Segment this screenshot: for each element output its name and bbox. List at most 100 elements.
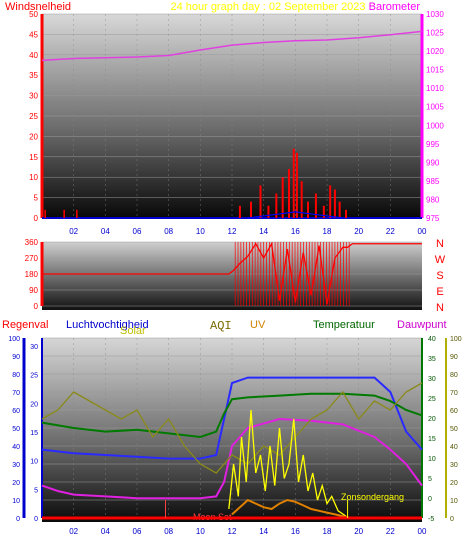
- x-tick-label: 22: [386, 227, 395, 236]
- rain-tick-label: 0: [16, 516, 20, 523]
- aqi-tick-label: 90: [450, 354, 458, 361]
- x-tick-label: 08: [164, 227, 173, 236]
- temperature-tick-label: -5: [428, 516, 434, 523]
- barometer-tick-label: 990: [426, 158, 440, 167]
- x-tick-label: 18: [323, 527, 332, 536]
- chart-title: 24 hour graph day : 02 September 2023: [170, 1, 365, 13]
- aqi-tick-label: 100: [450, 336, 462, 343]
- wind-gust-line: [247, 211, 343, 219]
- x-tick-label: 08: [164, 527, 173, 536]
- temperature-line: [41, 392, 423, 439]
- temperature-tick-label: 0: [428, 496, 432, 503]
- barometer-tick-label: 980: [426, 195, 440, 204]
- x-tick-label: 04: [101, 527, 110, 536]
- wind-tick-label: 10: [29, 173, 38, 182]
- legend-aqi: AQI: [210, 319, 232, 333]
- wind-tick-label: 35: [29, 71, 38, 80]
- temperature-tick-label: 20: [428, 416, 436, 423]
- annotation-sunset: Zonsondergang: [341, 492, 404, 502]
- rain-tick-label: 50: [12, 426, 20, 433]
- temperature-tick-label: 10: [428, 456, 436, 463]
- x-tick-label: 20: [354, 527, 363, 536]
- aqi-tick-label: 10: [450, 498, 458, 505]
- barometer-tick-label: 1010: [426, 84, 444, 93]
- aqi-tick-label: 60: [450, 408, 458, 415]
- x-tick-label: 12: [228, 527, 237, 536]
- aqi-tick-label: 70: [450, 390, 458, 397]
- direction-tick-label: 0: [34, 302, 39, 311]
- temperature-tick-label: 35: [428, 356, 436, 363]
- wind-direction-line: [42, 241, 422, 305]
- wind-axis-title: Windsnelheid: [5, 1, 71, 13]
- temperature-tick-label: 40: [428, 336, 436, 343]
- direction-tick-label: 180: [25, 270, 39, 279]
- legend-solar: Solar: [120, 325, 146, 337]
- wind-tick-label: 5: [34, 194, 39, 203]
- wind-tick-label: 25: [29, 112, 38, 121]
- humidity-tick-label: 0: [34, 516, 38, 523]
- x-tick-label: 02: [69, 227, 78, 236]
- rain-tick-label: 80: [12, 372, 20, 379]
- wind-tick-label: 40: [29, 51, 38, 60]
- legend-dewpoint: Dauwpunt: [397, 319, 447, 331]
- rain-tick-label: 30: [12, 462, 20, 469]
- x-tick-label: 16: [291, 227, 300, 236]
- rain-tick-label: 70: [12, 390, 20, 397]
- humidity-line: [41, 376, 423, 460]
- x-tick-label: 14: [259, 527, 268, 536]
- compass-label: S: [436, 270, 443, 282]
- compass-label: N: [436, 302, 444, 314]
- barometer-tick-label: 975: [426, 214, 440, 223]
- compass-label: N: [436, 238, 444, 250]
- rain-tick-label: 90: [12, 354, 20, 361]
- uv-line: [231, 498, 351, 519]
- x-tick-label: 02: [69, 527, 78, 536]
- aqi-tick-label: 50: [450, 426, 458, 433]
- aqi-line: [41, 382, 423, 474]
- x-tick-label: 10: [196, 227, 205, 236]
- barometer-axis-title: Barometer: [369, 1, 421, 13]
- humidity-tick-label: 10: [30, 459, 38, 466]
- rain-tick-label: 40: [12, 444, 20, 451]
- aqi-tick-label: 30: [450, 462, 458, 469]
- barometer-tick-label: 1015: [426, 66, 444, 75]
- direction-panel: [42, 242, 422, 310]
- barometer-tick-label: 1020: [426, 47, 444, 56]
- barometer-tick-label: 1005: [426, 103, 444, 112]
- wind-tick-label: 20: [29, 132, 38, 141]
- temperature-tick-label: 25: [428, 396, 436, 403]
- rain-tick-label: 10: [12, 498, 20, 505]
- x-tick-label: 00: [418, 227, 427, 236]
- barometer-line: [41, 30, 423, 62]
- x-tick-label: 22: [386, 527, 395, 536]
- x-tick-label: 04: [101, 227, 110, 236]
- solar-line: [228, 409, 347, 517]
- x-tick-label: 06: [133, 527, 142, 536]
- humidity-tick-label: 25: [30, 373, 38, 380]
- humidity-tick-label: 15: [30, 430, 38, 437]
- aqi-tick-label: 20: [450, 480, 458, 487]
- rain-tick-label: 60: [12, 408, 20, 415]
- x-tick-label: 10: [196, 527, 205, 536]
- x-tick-label: 12: [228, 227, 237, 236]
- x-tick-label: 14: [259, 227, 268, 236]
- wind-tick-label: 30: [29, 92, 38, 101]
- humidity-tick-label: 20: [30, 401, 38, 408]
- x-tick-label: 18: [323, 227, 332, 236]
- aqi-tick-label: 40: [450, 444, 458, 451]
- x-tick-label: 16: [291, 527, 300, 536]
- compass-label: E: [436, 286, 443, 298]
- rain-tick-label: 100: [8, 336, 20, 343]
- barometer-tick-label: 985: [426, 177, 440, 186]
- direction-tick-label: 270: [25, 254, 39, 263]
- aqi-tick-label: 80: [450, 372, 458, 379]
- temperature-tick-label: 5: [428, 476, 432, 483]
- direction-tick-label: 360: [25, 238, 39, 247]
- compass-label: W: [435, 254, 446, 266]
- temperature-tick-label: 30: [428, 376, 436, 383]
- direction-tick-label: 90: [29, 286, 38, 295]
- legend-rain: Regenval: [2, 319, 48, 331]
- dewpoint-line: [41, 417, 423, 500]
- barometer-tick-label: 1000: [426, 121, 444, 130]
